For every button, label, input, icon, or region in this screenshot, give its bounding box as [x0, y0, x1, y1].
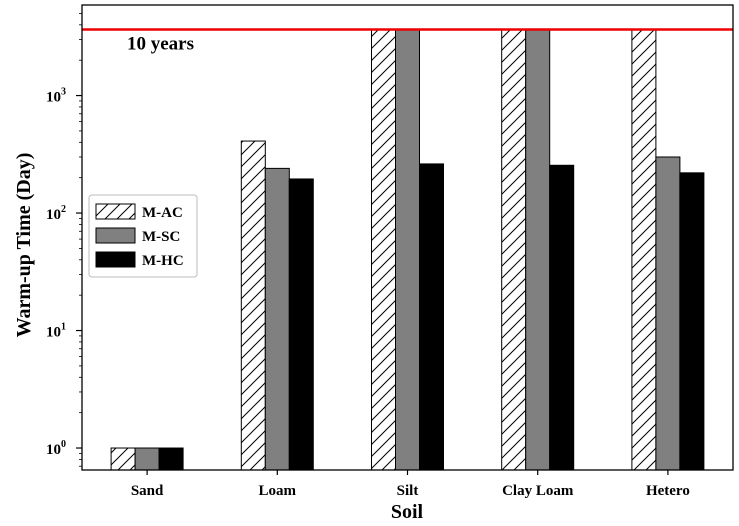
bar-clay-loam-m-ac: [501, 29, 527, 471]
x-axis-label: Soil: [391, 501, 424, 523]
legend-label-m-sc: M-SC: [142, 229, 180, 245]
bars-group: [110, 29, 705, 471]
bar-silt-m-ac: [371, 29, 396, 471]
bar-silt-m-hc: [419, 163, 444, 471]
bar-loam-m-ac: [240, 140, 266, 471]
legend: M-AC M-SC M-HC: [88, 194, 198, 278]
bar-loam-m-hc: [288, 178, 314, 471]
legend-label-m-hc: M-HC: [142, 253, 184, 269]
bar-clay-loam-m-sc: [525, 29, 551, 471]
ten-years-label: 10 years: [127, 34, 194, 55]
bar-hetero-m-ac: [631, 29, 657, 471]
legend-label-m-ac: M-AC: [142, 205, 183, 221]
bar-sand-m-ac: [110, 447, 136, 471]
legend-swatch-m-hc: [95, 251, 136, 268]
y-tick-label-2: 102: [46, 204, 66, 223]
bar-sand-m-hc: [158, 447, 184, 471]
bar-loam-m-sc: [264, 167, 290, 471]
y-tick-exponent: 1: [61, 322, 66, 333]
y-tick-label-3: 103: [46, 87, 66, 106]
x-axis: Sand Loam Silt Clay Loam Hetero: [131, 470, 690, 499]
legend-swatch-m-sc: [95, 227, 136, 244]
x-tick-label-silt: Silt: [397, 483, 419, 499]
y-tick-exponent: 2: [61, 204, 66, 215]
bar-sand-m-sc: [134, 447, 160, 471]
bar-silt-m-sc: [395, 29, 420, 471]
x-tick-label-hetero: Hetero: [646, 483, 690, 499]
y-tick-exponent: 3: [61, 87, 66, 98]
bar-hetero-m-hc: [679, 172, 705, 471]
y-tick-label-0: 100: [46, 439, 66, 458]
x-tick-label-sand: Sand: [131, 483, 164, 499]
y-axis-label: Warm-up Time (Day): [13, 153, 35, 338]
x-tick-label-loam: Loam: [259, 483, 297, 499]
y-tick-exponent: 0: [61, 439, 66, 450]
x-tick-label-clay-loam: Clay Loam: [502, 483, 574, 499]
bar-hetero-m-sc: [655, 156, 681, 471]
bar-clay-loam-m-hc: [549, 164, 575, 471]
y-tick-label-1: 101: [46, 322, 66, 341]
legend-swatch-m-ac: [95, 203, 136, 220]
